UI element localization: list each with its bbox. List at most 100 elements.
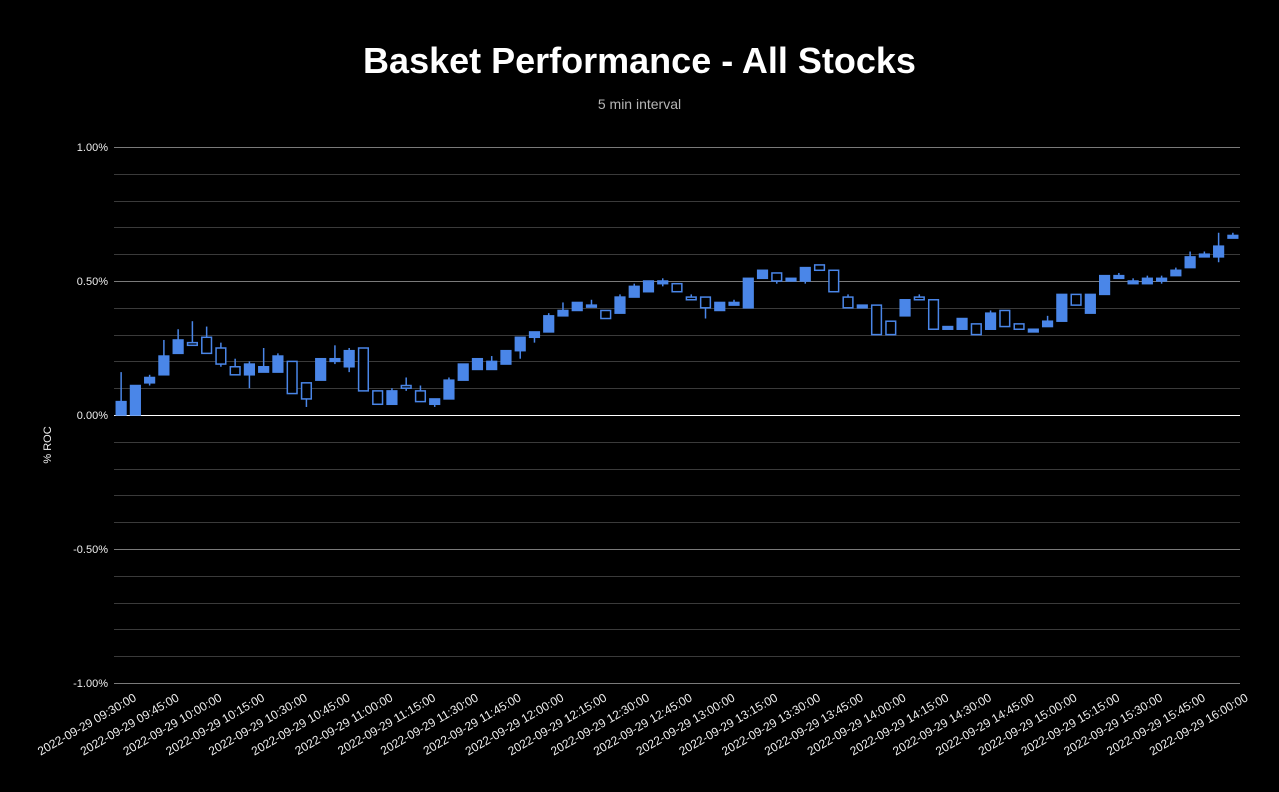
candle-body	[1213, 245, 1225, 258]
candle	[300, 382, 313, 407]
candle-body	[543, 315, 555, 333]
candle-body	[856, 304, 868, 309]
candle	[1156, 275, 1168, 284]
candle	[400, 377, 412, 391]
candle	[258, 348, 270, 373]
candle	[671, 282, 683, 293]
candle	[144, 374, 156, 386]
candle	[842, 294, 854, 309]
candle	[642, 280, 655, 293]
candle	[885, 320, 897, 336]
candle	[1213, 232, 1225, 263]
candle	[1027, 328, 1039, 333]
candle-body	[1098, 274, 1111, 296]
chart-subtitle: 5 min interval	[597, 96, 682, 112]
candle-body	[201, 336, 213, 355]
candle	[528, 331, 541, 343]
candle-body	[842, 296, 854, 309]
candle	[1070, 293, 1082, 306]
candle	[557, 302, 569, 317]
candles	[115, 232, 1239, 416]
candle	[1113, 272, 1125, 280]
candle-body	[1027, 328, 1039, 333]
candle-body	[243, 363, 256, 376]
candle-body	[1084, 293, 1096, 314]
candle-body	[585, 304, 598, 308]
candle-body	[714, 301, 726, 312]
candle	[899, 299, 911, 317]
candle	[1227, 232, 1239, 239]
candle-body	[956, 317, 968, 330]
candle-body	[1013, 323, 1025, 330]
candle	[1098, 274, 1111, 296]
candle-body	[1041, 320, 1054, 328]
candle-body	[628, 285, 640, 298]
candle	[1041, 315, 1054, 328]
candle-body	[756, 269, 769, 280]
candle-body	[528, 331, 541, 339]
candle-body	[514, 336, 526, 352]
candle	[856, 304, 868, 309]
candle-body	[443, 379, 455, 400]
candle-body	[970, 323, 982, 336]
candle-body	[984, 312, 997, 330]
candle	[357, 347, 370, 392]
candle	[999, 309, 1011, 328]
candle-body	[614, 296, 626, 314]
y-tick-label: 0.00%	[77, 410, 108, 422]
candle-body	[329, 357, 341, 363]
candle-body	[1198, 253, 1210, 258]
candle	[913, 294, 925, 301]
candle	[828, 269, 840, 293]
candle-body	[828, 269, 840, 293]
candle-body	[286, 360, 298, 395]
candle	[201, 326, 213, 355]
candle-body	[357, 347, 370, 392]
y-tick-label: -1.00%	[73, 678, 108, 690]
candle	[514, 336, 526, 359]
candle-body	[457, 363, 469, 381]
candle	[614, 294, 626, 314]
candle	[927, 299, 940, 330]
candle-body	[642, 280, 655, 293]
candle	[1056, 293, 1068, 322]
candle	[372, 390, 384, 406]
candle	[600, 309, 612, 320]
candle	[229, 358, 241, 376]
candle-body	[571, 301, 583, 312]
candle-body	[429, 398, 441, 406]
candle-body	[799, 266, 811, 282]
candle	[571, 301, 583, 312]
candle	[813, 264, 826, 272]
candle-body	[899, 299, 911, 317]
candle-body	[557, 309, 569, 317]
candle	[628, 283, 640, 298]
candle	[870, 304, 883, 336]
candle	[457, 363, 469, 381]
candle-body	[1141, 277, 1153, 285]
candle-body	[1227, 234, 1239, 239]
candle	[272, 353, 284, 373]
y-tick-label: -0.50%	[73, 544, 108, 556]
chart-title: Basket Performance - All Stocks	[363, 40, 916, 81]
candle-body	[386, 390, 398, 406]
candle-body	[1170, 269, 1182, 277]
candle-body	[158, 355, 170, 376]
candle	[756, 269, 769, 280]
candle-body	[1156, 277, 1168, 282]
candle	[657, 278, 669, 287]
candle-body	[115, 400, 127, 416]
candle	[1084, 293, 1096, 314]
candle	[158, 339, 170, 376]
candle-body	[172, 339, 184, 355]
candle	[984, 310, 997, 330]
candle	[785, 277, 797, 282]
candle	[1141, 275, 1153, 285]
candle	[714, 301, 726, 312]
candle	[172, 329, 184, 355]
candle-body	[742, 277, 754, 309]
candle-body	[885, 320, 897, 336]
candle-body	[129, 384, 141, 416]
